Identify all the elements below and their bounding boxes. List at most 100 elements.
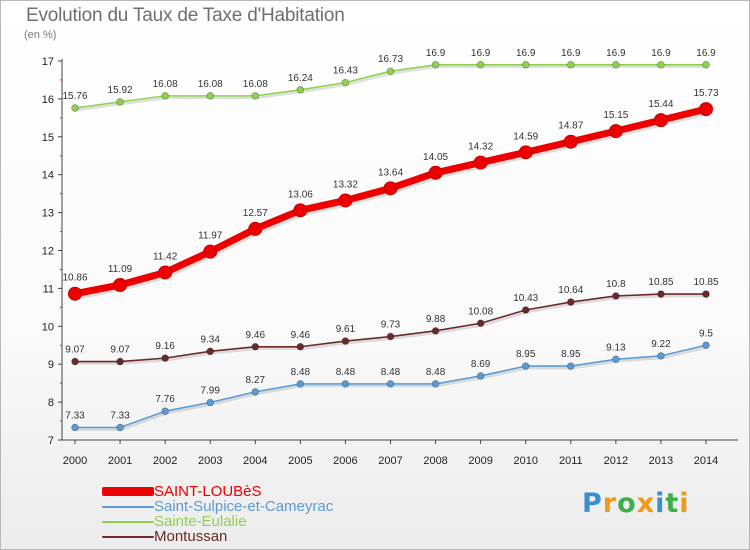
data-point-sainte-eulalie (116, 98, 124, 106)
y-tick-label: 17 (42, 56, 54, 68)
y-tick-label: 9 (48, 359, 54, 371)
legend-swatch (102, 520, 154, 523)
x-tick-label: 2004 (243, 455, 267, 467)
logo-letter: P (582, 488, 603, 519)
data-label-saint-sulpice-et-cameyrac: 8.95 (561, 349, 581, 360)
data-point-montussan (116, 357, 124, 366)
data-point-saint-sulpice-et-cameyrac (296, 380, 305, 388)
data-label-saint-loub-s: 13.06 (288, 189, 313, 200)
logo-letter: i (679, 488, 690, 519)
data-point-saint-loub-s (563, 134, 578, 149)
data-point-saint-sulpice-et-cameyrac (206, 398, 214, 407)
data-point-saint-sulpice-et-cameyrac (386, 380, 395, 388)
data-point-montussan (612, 292, 620, 300)
data-point-saint-sulpice-et-cameyrac (116, 423, 124, 432)
data-point-sainte-eulalie (341, 78, 350, 87)
data-label-sainte-eulalie: 16.9 (516, 48, 536, 59)
data-label-montussan: 9.07 (110, 345, 130, 356)
data-label-sainte-eulalie: 16.08 (153, 79, 178, 90)
legend-label: Saint-Sulpice-et-Cameyrac (154, 498, 334, 515)
data-label-sainte-eulalie: 16.9 (561, 48, 581, 59)
y-tick-label: 16 (42, 94, 54, 106)
data-point-saint-sulpice-et-cameyrac (702, 341, 710, 350)
data-point-saint-loub-s (608, 124, 623, 139)
data-label-montussan: 9.34 (200, 334, 220, 345)
data-label-saint-loub-s: 14.05 (423, 152, 448, 163)
data-point-saint-loub-s (699, 102, 713, 117)
data-point-saint-loub-s (383, 181, 398, 196)
data-point-sainte-eulalie (206, 92, 214, 100)
data-point-saint-loub-s (68, 286, 82, 301)
data-point-saint-loub-s (518, 145, 533, 160)
data-point-saint-sulpice-et-cameyrac (161, 407, 169, 415)
x-tick-label: 2011 (559, 455, 583, 467)
data-label-saint-loub-s: 13.32 (333, 179, 358, 190)
logo-letter: r (602, 488, 618, 519)
data-point-montussan (341, 337, 350, 345)
data-point-saint-loub-s (338, 193, 353, 208)
data-point-sainte-eulalie (161, 92, 169, 100)
data-label-sainte-eulalie: 16.08 (243, 79, 268, 90)
x-tick-label: 2002 (153, 455, 177, 467)
data-point-montussan (657, 290, 665, 298)
data-label-sainte-eulalie: 16.9 (606, 48, 626, 59)
x-tick-label: 2003 (198, 455, 222, 467)
logo-letter: i (655, 488, 666, 519)
data-point-saint-loub-s (203, 244, 218, 259)
data-label-saint-sulpice-et-cameyrac: 8.48 (426, 367, 446, 378)
data-point-sainte-eulalie (702, 61, 710, 69)
legend-swatch (102, 487, 154, 496)
data-point-saint-sulpice-et-cameyrac (521, 362, 530, 370)
data-point-saint-sulpice-et-cameyrac (657, 352, 665, 360)
data-label-sainte-eulalie: 16.9 (696, 48, 716, 59)
data-point-saint-sulpice-et-cameyrac (612, 355, 620, 364)
y-tick-label: 10 (42, 321, 54, 333)
logo-letter: o (617, 488, 637, 519)
data-label-montussan: 9.46 (246, 330, 266, 341)
data-label-sainte-eulalie: 16.08 (198, 79, 223, 90)
data-label-saint-sulpice-et-cameyrac: 7.99 (200, 385, 220, 396)
y-tick-label: 15 (42, 132, 54, 144)
data-label-saint-loub-s: 14.32 (468, 142, 493, 153)
data-label-sainte-eulalie: 16.9 (651, 48, 671, 59)
data-point-montussan (206, 347, 214, 356)
data-point-sainte-eulalie (567, 61, 575, 69)
data-label-montussan: 9.61 (336, 324, 356, 335)
data-point-saint-sulpice-et-cameyrac (476, 372, 485, 380)
chart-title: Evolution du Taux de Taxe d'Habitation (26, 5, 345, 26)
legend-swatch (102, 535, 154, 538)
y-tick-label: 13 (42, 208, 54, 220)
data-point-saint-sulpice-et-cameyrac (71, 423, 79, 432)
data-point-sainte-eulalie (657, 61, 665, 69)
data-label-sainte-eulalie: 16.24 (288, 73, 313, 84)
y-tick-label: 11 (43, 283, 54, 295)
y-tick-label: 8 (48, 397, 54, 409)
data-point-saint-loub-s (653, 113, 668, 128)
data-point-sainte-eulalie (71, 104, 79, 112)
data-point-saint-loub-s (113, 277, 128, 292)
x-tick-label: 2013 (649, 455, 673, 467)
x-tick-label: 2007 (378, 455, 402, 467)
data-point-saint-loub-s (293, 203, 308, 218)
data-label-montussan: 10.85 (693, 277, 718, 288)
data-label-saint-loub-s: 11.42 (153, 251, 178, 262)
data-label-montussan: 9.07 (65, 345, 85, 356)
legend-label: SAINT-LOUBèS (154, 483, 262, 500)
data-label-montussan: 9.46 (291, 330, 311, 341)
data-label-saint-sulpice-et-cameyrac: 8.48 (381, 367, 401, 378)
data-point-saint-loub-s (158, 265, 173, 280)
x-tick-label: 2000 (63, 455, 87, 467)
data-label-saint-loub-s: 12.57 (243, 208, 268, 219)
data-label-saint-sulpice-et-cameyrac: 9.13 (606, 342, 626, 353)
data-label-montussan: 10.43 (513, 293, 538, 304)
y-tick-label: 7 (48, 435, 54, 447)
data-label-sainte-eulalie: 15.76 (62, 91, 87, 102)
data-label-saint-loub-s: 11.09 (108, 264, 133, 275)
data-point-montussan (476, 319, 485, 328)
data-label-saint-loub-s: 14.59 (513, 131, 538, 142)
data-label-saint-sulpice-et-cameyrac: 7.33 (65, 410, 85, 421)
data-label-saint-loub-s: 10.86 (62, 273, 87, 284)
x-tick-label: 2001 (108, 455, 132, 467)
data-point-saint-sulpice-et-cameyrac (341, 380, 350, 388)
